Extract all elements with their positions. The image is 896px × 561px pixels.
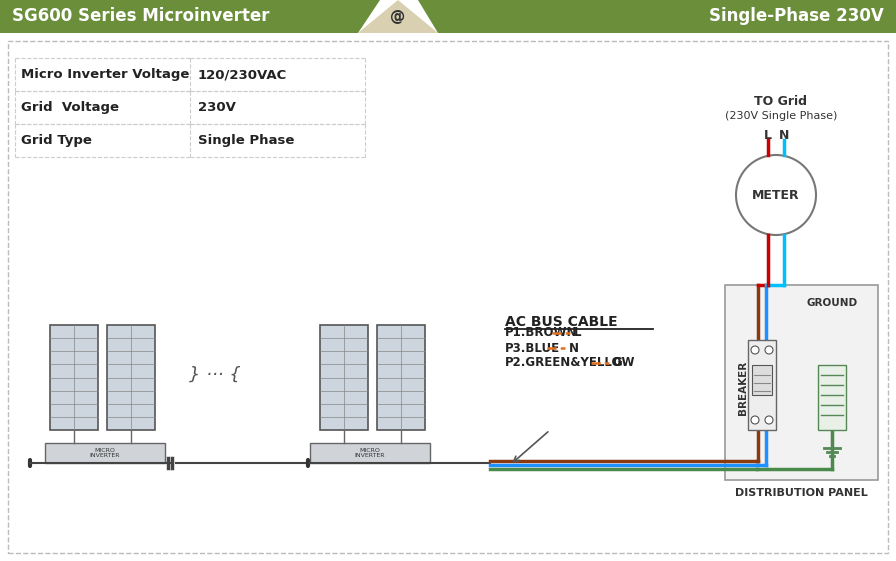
Text: BREAKER: BREAKER [738, 360, 748, 415]
Text: Single Phase: Single Phase [198, 134, 295, 147]
Text: SG600 Series Microinverter: SG600 Series Microinverter [12, 7, 270, 25]
Circle shape [751, 416, 759, 424]
Text: MICRO
INVERTER: MICRO INVERTER [355, 448, 385, 458]
Text: @: @ [391, 8, 406, 24]
Circle shape [751, 346, 759, 354]
Text: P1.BROWN: P1.BROWN [505, 327, 578, 339]
Text: L: L [764, 128, 772, 141]
Text: GROUND: GROUND [806, 298, 857, 308]
Circle shape [765, 416, 773, 424]
FancyBboxPatch shape [320, 325, 368, 430]
Text: Grid  Voltage: Grid Voltage [21, 101, 119, 114]
FancyBboxPatch shape [45, 443, 165, 463]
Text: P2.GREEN&YELLOW: P2.GREEN&YELLOW [505, 356, 635, 370]
Text: 230V: 230V [198, 101, 236, 114]
Text: Single-Phase 230V: Single-Phase 230V [710, 7, 884, 25]
Text: Grid Type: Grid Type [21, 134, 92, 147]
Circle shape [765, 346, 773, 354]
Text: AC BUS CABLE: AC BUS CABLE [505, 315, 617, 329]
FancyBboxPatch shape [818, 365, 846, 430]
FancyBboxPatch shape [725, 285, 878, 480]
Text: METER: METER [752, 188, 800, 201]
Text: 120/230VAC: 120/230VAC [198, 68, 288, 81]
FancyBboxPatch shape [50, 325, 98, 430]
Text: G: G [613, 356, 622, 370]
FancyBboxPatch shape [377, 325, 425, 430]
Text: (230V Single Phase): (230V Single Phase) [725, 111, 837, 121]
Text: MICRO
INVERTER: MICRO INVERTER [90, 448, 120, 458]
Text: DISTRIBUTION PANEL: DISTRIBUTION PANEL [735, 488, 868, 498]
FancyBboxPatch shape [752, 365, 772, 395]
Text: } ··· {: } ··· { [189, 366, 241, 384]
FancyBboxPatch shape [748, 340, 776, 430]
Text: N: N [568, 342, 579, 355]
Text: Micro Inverter Voltage: Micro Inverter Voltage [21, 68, 189, 81]
Text: P3.BLUE: P3.BLUE [505, 342, 560, 355]
FancyBboxPatch shape [310, 443, 430, 463]
Text: TO Grid: TO Grid [754, 95, 807, 108]
Polygon shape [418, 0, 896, 33]
Text: N: N [779, 128, 789, 141]
Polygon shape [0, 0, 380, 33]
Polygon shape [358, 0, 438, 33]
FancyBboxPatch shape [107, 325, 155, 430]
Circle shape [736, 155, 816, 235]
Text: L: L [574, 327, 582, 339]
